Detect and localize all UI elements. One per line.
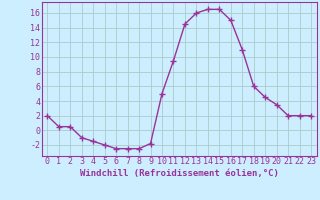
X-axis label: Windchill (Refroidissement éolien,°C): Windchill (Refroidissement éolien,°C) [80, 169, 279, 178]
